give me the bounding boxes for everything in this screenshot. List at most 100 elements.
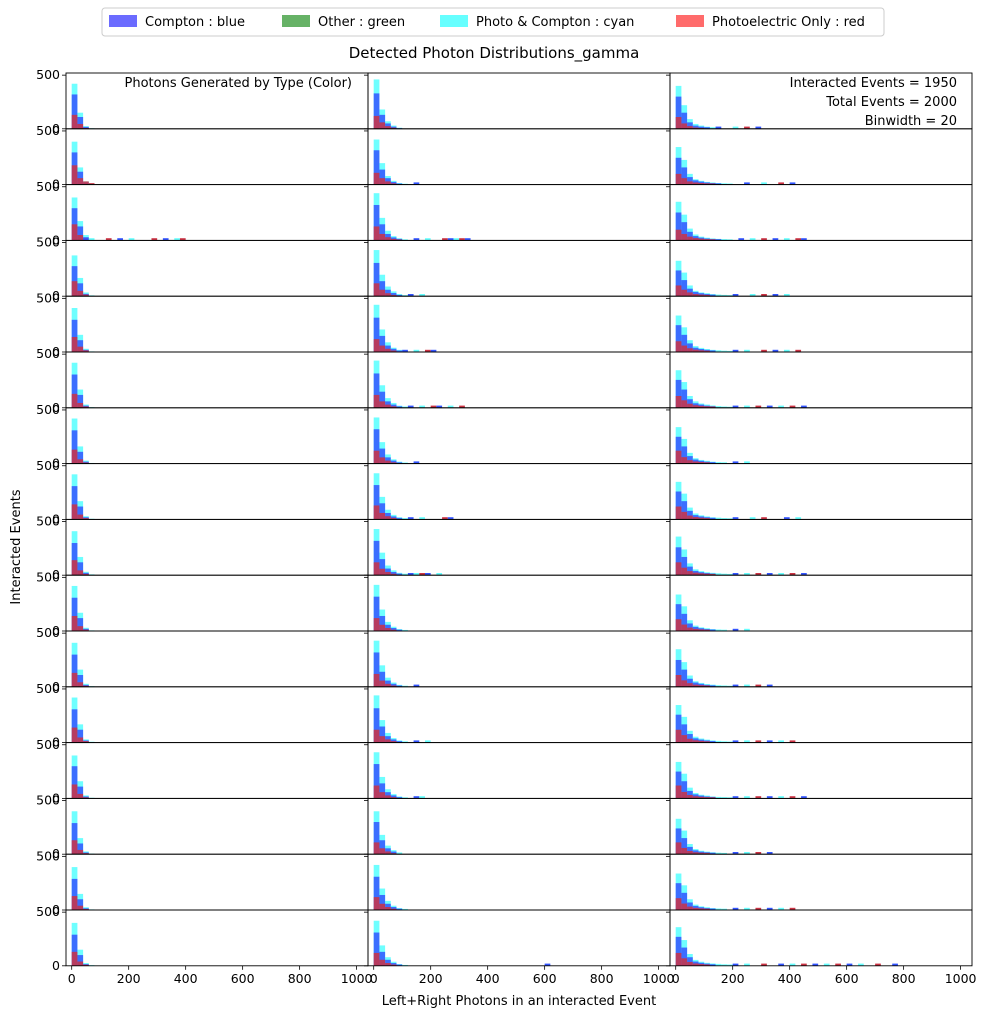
y-tick-label: 0 xyxy=(52,958,60,973)
bar-blue xyxy=(390,181,397,185)
bar-red xyxy=(704,685,710,687)
bar-blue xyxy=(71,266,78,297)
bar-red xyxy=(681,735,688,743)
bar-blue xyxy=(385,792,391,799)
bar-red xyxy=(390,406,397,408)
subplot-frame xyxy=(669,909,973,967)
bar-cyan xyxy=(726,518,733,520)
bar-red xyxy=(373,394,380,408)
tail-bar xyxy=(151,238,158,241)
bar-red xyxy=(692,127,699,129)
bar-red xyxy=(709,239,716,241)
subplot-frame xyxy=(669,239,973,297)
subplot-frame xyxy=(669,797,973,855)
bar-red xyxy=(390,238,397,241)
tail-bar xyxy=(430,349,437,352)
bar-blue xyxy=(687,790,693,799)
bar-blue xyxy=(379,559,386,576)
tail-bar xyxy=(778,573,784,576)
subplot-frame xyxy=(367,909,671,967)
bar-blue xyxy=(396,406,403,408)
tail-bar xyxy=(732,461,739,464)
tail-bar xyxy=(732,684,739,687)
y-tick-label: 500 xyxy=(36,123,60,138)
bar-red xyxy=(385,237,391,241)
x-tick-label: 800 xyxy=(288,971,312,986)
bar-blue xyxy=(687,510,693,520)
bar-blue xyxy=(77,843,84,855)
bar-red xyxy=(704,294,710,297)
bar-red xyxy=(83,573,89,576)
subplot-frame xyxy=(367,184,671,241)
bar-blue xyxy=(385,457,391,464)
bar-blue xyxy=(396,685,403,687)
bar-blue xyxy=(379,224,386,241)
bar-red xyxy=(698,964,705,966)
bar-blue xyxy=(675,325,682,352)
tail-bar xyxy=(744,182,750,185)
subplot-frame xyxy=(669,128,973,186)
tail-bar xyxy=(744,740,750,743)
subplot-frame xyxy=(65,351,369,409)
subplot-r3-c2 xyxy=(666,239,973,297)
tail-bar xyxy=(835,963,841,966)
bar-cyan xyxy=(715,573,722,576)
tail-bar xyxy=(424,740,431,743)
bar-red xyxy=(698,852,705,855)
subplot-r10-c2 xyxy=(666,630,973,688)
bar-blue xyxy=(379,894,386,910)
bar-red xyxy=(687,181,693,185)
bar-red xyxy=(379,959,386,966)
bar-blue xyxy=(390,348,397,352)
bar-blue xyxy=(687,343,693,352)
tail-bar xyxy=(413,182,420,185)
bar-red xyxy=(681,511,688,520)
tail-bar xyxy=(744,349,750,352)
subplot-r2-c2 xyxy=(666,184,973,241)
bar-red xyxy=(704,239,710,241)
bar-blue xyxy=(687,678,693,687)
bar-blue xyxy=(385,123,391,129)
tail-bar xyxy=(766,740,773,743)
y-tick-label: 0 xyxy=(52,121,60,136)
bar-red xyxy=(379,122,386,129)
bar-red xyxy=(698,908,705,910)
tail-bar xyxy=(732,628,739,631)
bar-red xyxy=(385,739,391,743)
bar-red xyxy=(390,127,397,129)
y-tick-label: 500 xyxy=(36,235,60,250)
bar-red xyxy=(675,229,682,241)
y-tick-label: 500 xyxy=(36,514,60,529)
bar-red xyxy=(77,235,84,241)
subplot-frame xyxy=(367,295,671,353)
bar-red xyxy=(77,123,84,129)
bar-cyan xyxy=(709,127,716,129)
subplot-frame xyxy=(669,853,973,911)
tail-bar xyxy=(732,740,739,743)
bar-blue xyxy=(675,157,682,185)
bar-red xyxy=(675,842,682,855)
bar-red xyxy=(71,727,78,743)
bar-blue xyxy=(77,729,84,743)
subplot-frame xyxy=(65,463,369,520)
bar-cyan xyxy=(726,406,733,408)
figure-title: Detected Photon Distributions_gamma xyxy=(349,44,640,63)
subplot-frame xyxy=(65,128,369,186)
bar-blue xyxy=(390,628,397,631)
tail-bar xyxy=(447,405,454,408)
tail-bar xyxy=(755,405,762,408)
bar-red xyxy=(83,350,89,352)
subplot-r8-c2 xyxy=(666,518,973,576)
subplot-r3-c1 xyxy=(364,239,671,297)
tail-bar xyxy=(761,517,767,520)
subplot-frame xyxy=(367,407,671,465)
tail-bar xyxy=(755,907,762,910)
bar-cyan xyxy=(402,406,408,408)
bar-cyan xyxy=(721,629,727,631)
bar-red xyxy=(390,573,397,576)
tail-bar xyxy=(801,405,807,408)
subplot-r7-c1 xyxy=(364,463,671,520)
x-tick-label: 1000 xyxy=(341,971,373,986)
